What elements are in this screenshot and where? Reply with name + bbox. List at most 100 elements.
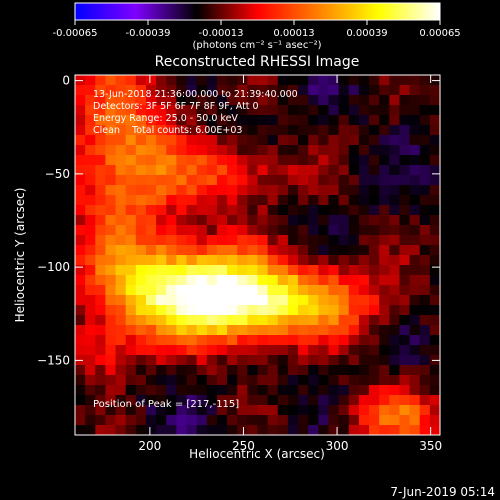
heatmap-cell — [277, 255, 289, 266]
heatmap-cell — [156, 75, 167, 86]
heatmap-cell — [145, 255, 157, 266]
heatmap-cell — [206, 395, 218, 406]
heatmap-cell — [308, 285, 319, 296]
heatmap-cell — [379, 115, 390, 126]
heatmap-cell — [75, 235, 86, 246]
heatmap-cell — [156, 295, 167, 306]
heatmap-cell — [166, 325, 177, 336]
heatmap-cell — [105, 425, 116, 436]
heatmap-cell — [429, 405, 441, 416]
heatmap-cell — [379, 155, 390, 166]
heatmap-cell — [348, 135, 360, 146]
heatmap-cell — [287, 315, 299, 326]
heatmap-cell — [267, 85, 279, 96]
heatmap-cell — [125, 405, 137, 416]
heatmap-cell — [247, 125, 258, 136]
heatmap-cell — [135, 135, 147, 146]
heatmap-cell — [227, 105, 238, 116]
heatmap-cell — [287, 345, 299, 356]
heatmap-cell — [338, 355, 350, 366]
heatmap-cell — [308, 155, 319, 166]
heatmap-cell — [318, 265, 329, 276]
heatmap-cell — [186, 285, 198, 296]
heatmap-cell — [145, 415, 157, 426]
heatmap-cell — [237, 395, 248, 406]
heatmap-cell — [247, 165, 258, 176]
heatmap-cell — [75, 175, 86, 186]
colorbar-tick-label: -0.00039 — [126, 28, 171, 39]
heatmap-cell — [227, 415, 238, 426]
heatmap-cell — [95, 385, 106, 396]
heatmap-cell — [318, 355, 329, 366]
colorbar-ticks: -0.00065 -0.00039 -0.00013 0.00013 0.00039 0.… — [53, 20, 461, 39]
heatmap-cell — [389, 305, 400, 316]
heatmap-cell — [206, 315, 218, 326]
heatmap-cell — [318, 165, 329, 176]
heatmap-cell — [206, 85, 218, 96]
heatmap-cell — [216, 185, 228, 196]
heatmap-cell — [429, 175, 441, 186]
heatmap-cell — [369, 345, 380, 356]
heatmap-cell — [196, 295, 208, 306]
heatmap-cell — [115, 415, 127, 426]
heatmap-cell — [267, 255, 279, 266]
heatmap-cell — [409, 345, 421, 356]
heatmap-cell — [277, 385, 289, 396]
heatmap-cell — [145, 315, 157, 326]
heatmap-cell — [135, 155, 147, 166]
heatmap-cell — [227, 115, 238, 126]
heatmap-cell — [156, 395, 167, 406]
heatmap-cell — [85, 335, 96, 346]
heatmap-cell — [338, 395, 350, 406]
heatmap-cell — [257, 115, 269, 126]
heatmap-cell — [389, 405, 400, 416]
heatmap-cell — [298, 285, 309, 296]
heatmap-cell — [308, 365, 319, 376]
heatmap-cell — [338, 235, 350, 246]
heatmap-cell — [156, 125, 167, 136]
heatmap-cell — [216, 95, 228, 106]
heatmap-cell — [206, 235, 218, 246]
heatmap-cell — [85, 225, 96, 236]
heatmap-cell — [95, 265, 106, 276]
heatmap-cell — [348, 155, 360, 166]
heatmap-cell — [338, 405, 350, 416]
heatmap-cell — [135, 285, 147, 296]
heatmap-cell — [145, 205, 157, 216]
heatmap-cell — [247, 365, 258, 376]
heatmap-cell — [135, 95, 147, 106]
heatmap-cell — [125, 185, 137, 196]
heatmap-cell — [105, 115, 116, 126]
heatmap-cell — [196, 95, 208, 106]
heatmap-cell — [247, 85, 258, 96]
heatmap-cell — [227, 215, 238, 226]
heatmap-cell — [186, 155, 198, 166]
heatmap-cell — [247, 235, 258, 246]
heatmap-cell — [308, 425, 319, 436]
heatmap-cell — [105, 195, 116, 206]
heatmap-cell — [399, 155, 410, 166]
heatmap-cell — [105, 305, 116, 316]
heatmap-cell — [95, 275, 106, 286]
heatmap-cell — [166, 405, 177, 416]
heatmap-cell — [358, 95, 370, 106]
heatmap-cell — [145, 265, 157, 276]
heatmap-cell — [115, 185, 127, 196]
heatmap-cell — [287, 185, 299, 196]
heatmap-cell — [318, 305, 329, 316]
heatmap-cell — [277, 95, 289, 106]
heatmap-cell — [145, 425, 157, 436]
heatmap-cell — [196, 125, 208, 136]
heatmap-cell — [267, 345, 279, 356]
heatmap-cell — [105, 95, 116, 106]
heatmap-cell — [287, 275, 299, 286]
heatmap-cell — [308, 265, 319, 276]
heatmap-cell — [409, 125, 421, 136]
heatmap-cell — [318, 295, 329, 306]
heatmap-cell — [308, 205, 319, 216]
heatmap-cell — [318, 255, 329, 266]
heatmap-cell — [115, 85, 127, 96]
heatmap-cell — [206, 275, 218, 286]
heatmap-cell — [166, 355, 177, 366]
heatmap-cell — [338, 275, 350, 286]
